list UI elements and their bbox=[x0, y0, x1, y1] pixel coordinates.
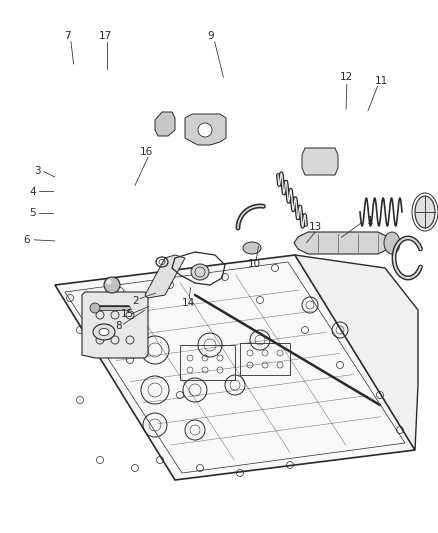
Polygon shape bbox=[155, 112, 175, 136]
Text: 4: 4 bbox=[29, 187, 36, 197]
Text: 10: 10 bbox=[247, 259, 261, 269]
Text: 1: 1 bbox=[367, 216, 374, 226]
Text: 15: 15 bbox=[120, 310, 134, 319]
Ellipse shape bbox=[93, 324, 115, 340]
Polygon shape bbox=[185, 114, 226, 145]
Bar bbox=[240, 343, 290, 375]
Polygon shape bbox=[82, 292, 148, 358]
Circle shape bbox=[90, 303, 100, 313]
Circle shape bbox=[104, 277, 120, 293]
Polygon shape bbox=[302, 148, 338, 175]
Ellipse shape bbox=[384, 232, 400, 254]
Text: 5: 5 bbox=[29, 208, 36, 218]
Polygon shape bbox=[295, 255, 418, 450]
Polygon shape bbox=[294, 232, 392, 254]
Ellipse shape bbox=[243, 242, 261, 254]
Ellipse shape bbox=[191, 264, 209, 280]
Circle shape bbox=[106, 279, 112, 285]
Text: 14: 14 bbox=[182, 298, 195, 308]
Text: 8: 8 bbox=[115, 321, 122, 331]
Text: 9: 9 bbox=[207, 31, 214, 41]
Bar bbox=[180, 345, 235, 380]
Text: 11: 11 bbox=[374, 76, 388, 86]
Polygon shape bbox=[55, 255, 415, 480]
Ellipse shape bbox=[415, 196, 435, 228]
Text: 13: 13 bbox=[309, 222, 322, 231]
Circle shape bbox=[198, 123, 212, 137]
Polygon shape bbox=[145, 255, 185, 298]
Ellipse shape bbox=[99, 328, 109, 335]
Text: 2: 2 bbox=[132, 296, 139, 306]
Text: 12: 12 bbox=[339, 72, 353, 82]
Text: 17: 17 bbox=[99, 31, 112, 41]
Text: 6: 6 bbox=[23, 235, 30, 245]
Text: 7: 7 bbox=[64, 31, 71, 41]
Text: 3: 3 bbox=[34, 166, 41, 175]
Text: 16: 16 bbox=[140, 147, 153, 157]
